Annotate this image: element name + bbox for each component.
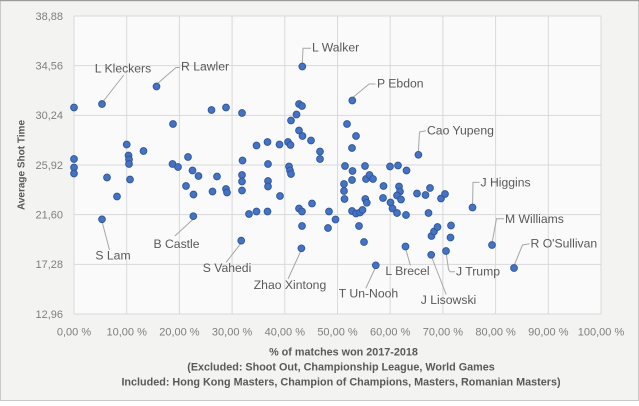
svg-text:0,00 %: 0,00 % [57, 327, 91, 339]
svg-text:90,00 %: 90,00 % [528, 327, 569, 339]
svg-text:R Lawler: R Lawler [181, 59, 229, 73]
svg-text:S Lam: S Lam [95, 248, 130, 262]
svg-text:(Excluded: Shoot Out, Champio: (Excluded: Shoot Out, Championship Leagu… [187, 362, 495, 374]
svg-text:40,00 %: 40,00 % [265, 327, 306, 339]
svg-text:12,96: 12,96 [35, 309, 63, 321]
svg-text:10,00 %: 10,00 % [107, 327, 148, 339]
svg-text:B Castle: B Castle [153, 237, 199, 251]
svg-text:P Ebdon: P Ebdon [377, 76, 424, 90]
svg-text:80,00 %: 80,00 % [475, 327, 516, 339]
svg-text:Cao Yupeng: Cao Yupeng [427, 124, 494, 138]
svg-text:21,60: 21,60 [35, 210, 63, 222]
svg-text:L Kleckers: L Kleckers [95, 61, 151, 75]
svg-text:J Lisowski: J Lisowski [421, 293, 477, 307]
svg-text:M Williams: M Williams [505, 212, 564, 226]
svg-text:30,00 %: 30,00 % [212, 327, 253, 339]
svg-text:T Un-Nooh: T Un-Nooh [339, 287, 398, 301]
svg-text:60,00 %: 60,00 % [370, 327, 411, 339]
svg-text:100,00 %: 100,00 % [578, 327, 625, 339]
svg-text:17,28: 17,28 [35, 259, 63, 271]
svg-text:J Trump: J Trump [456, 265, 500, 279]
svg-text:% of matches won 2017-2018: % of matches won 2017-2018 [269, 347, 418, 359]
svg-text:S Vahedi: S Vahedi [203, 261, 252, 275]
svg-text:L Brecel: L Brecel [385, 264, 429, 278]
svg-text:20,00 %: 20,00 % [159, 327, 200, 339]
svg-text:L Walker: L Walker [312, 40, 359, 54]
svg-text:J Higgins: J Higgins [481, 175, 531, 189]
svg-text:50,00 %: 50,00 % [317, 327, 358, 339]
svg-text:Zhao Xintong: Zhao Xintong [254, 278, 327, 292]
svg-text:Included: Hong Kong Masters,: Included: Hong Kong Masters, Champion of… [121, 377, 561, 389]
svg-text:70,00 %: 70,00 % [423, 327, 464, 339]
svg-text:38,88: 38,88 [35, 11, 63, 23]
svg-text:34,56: 34,56 [35, 61, 63, 73]
svg-text:R O'Sullivan: R O'Sullivan [531, 236, 598, 250]
svg-text:25,92: 25,92 [35, 160, 63, 172]
svg-text:Average Shot Time: Average Shot Time [17, 120, 28, 210]
svg-text:30,24: 30,24 [35, 110, 63, 122]
